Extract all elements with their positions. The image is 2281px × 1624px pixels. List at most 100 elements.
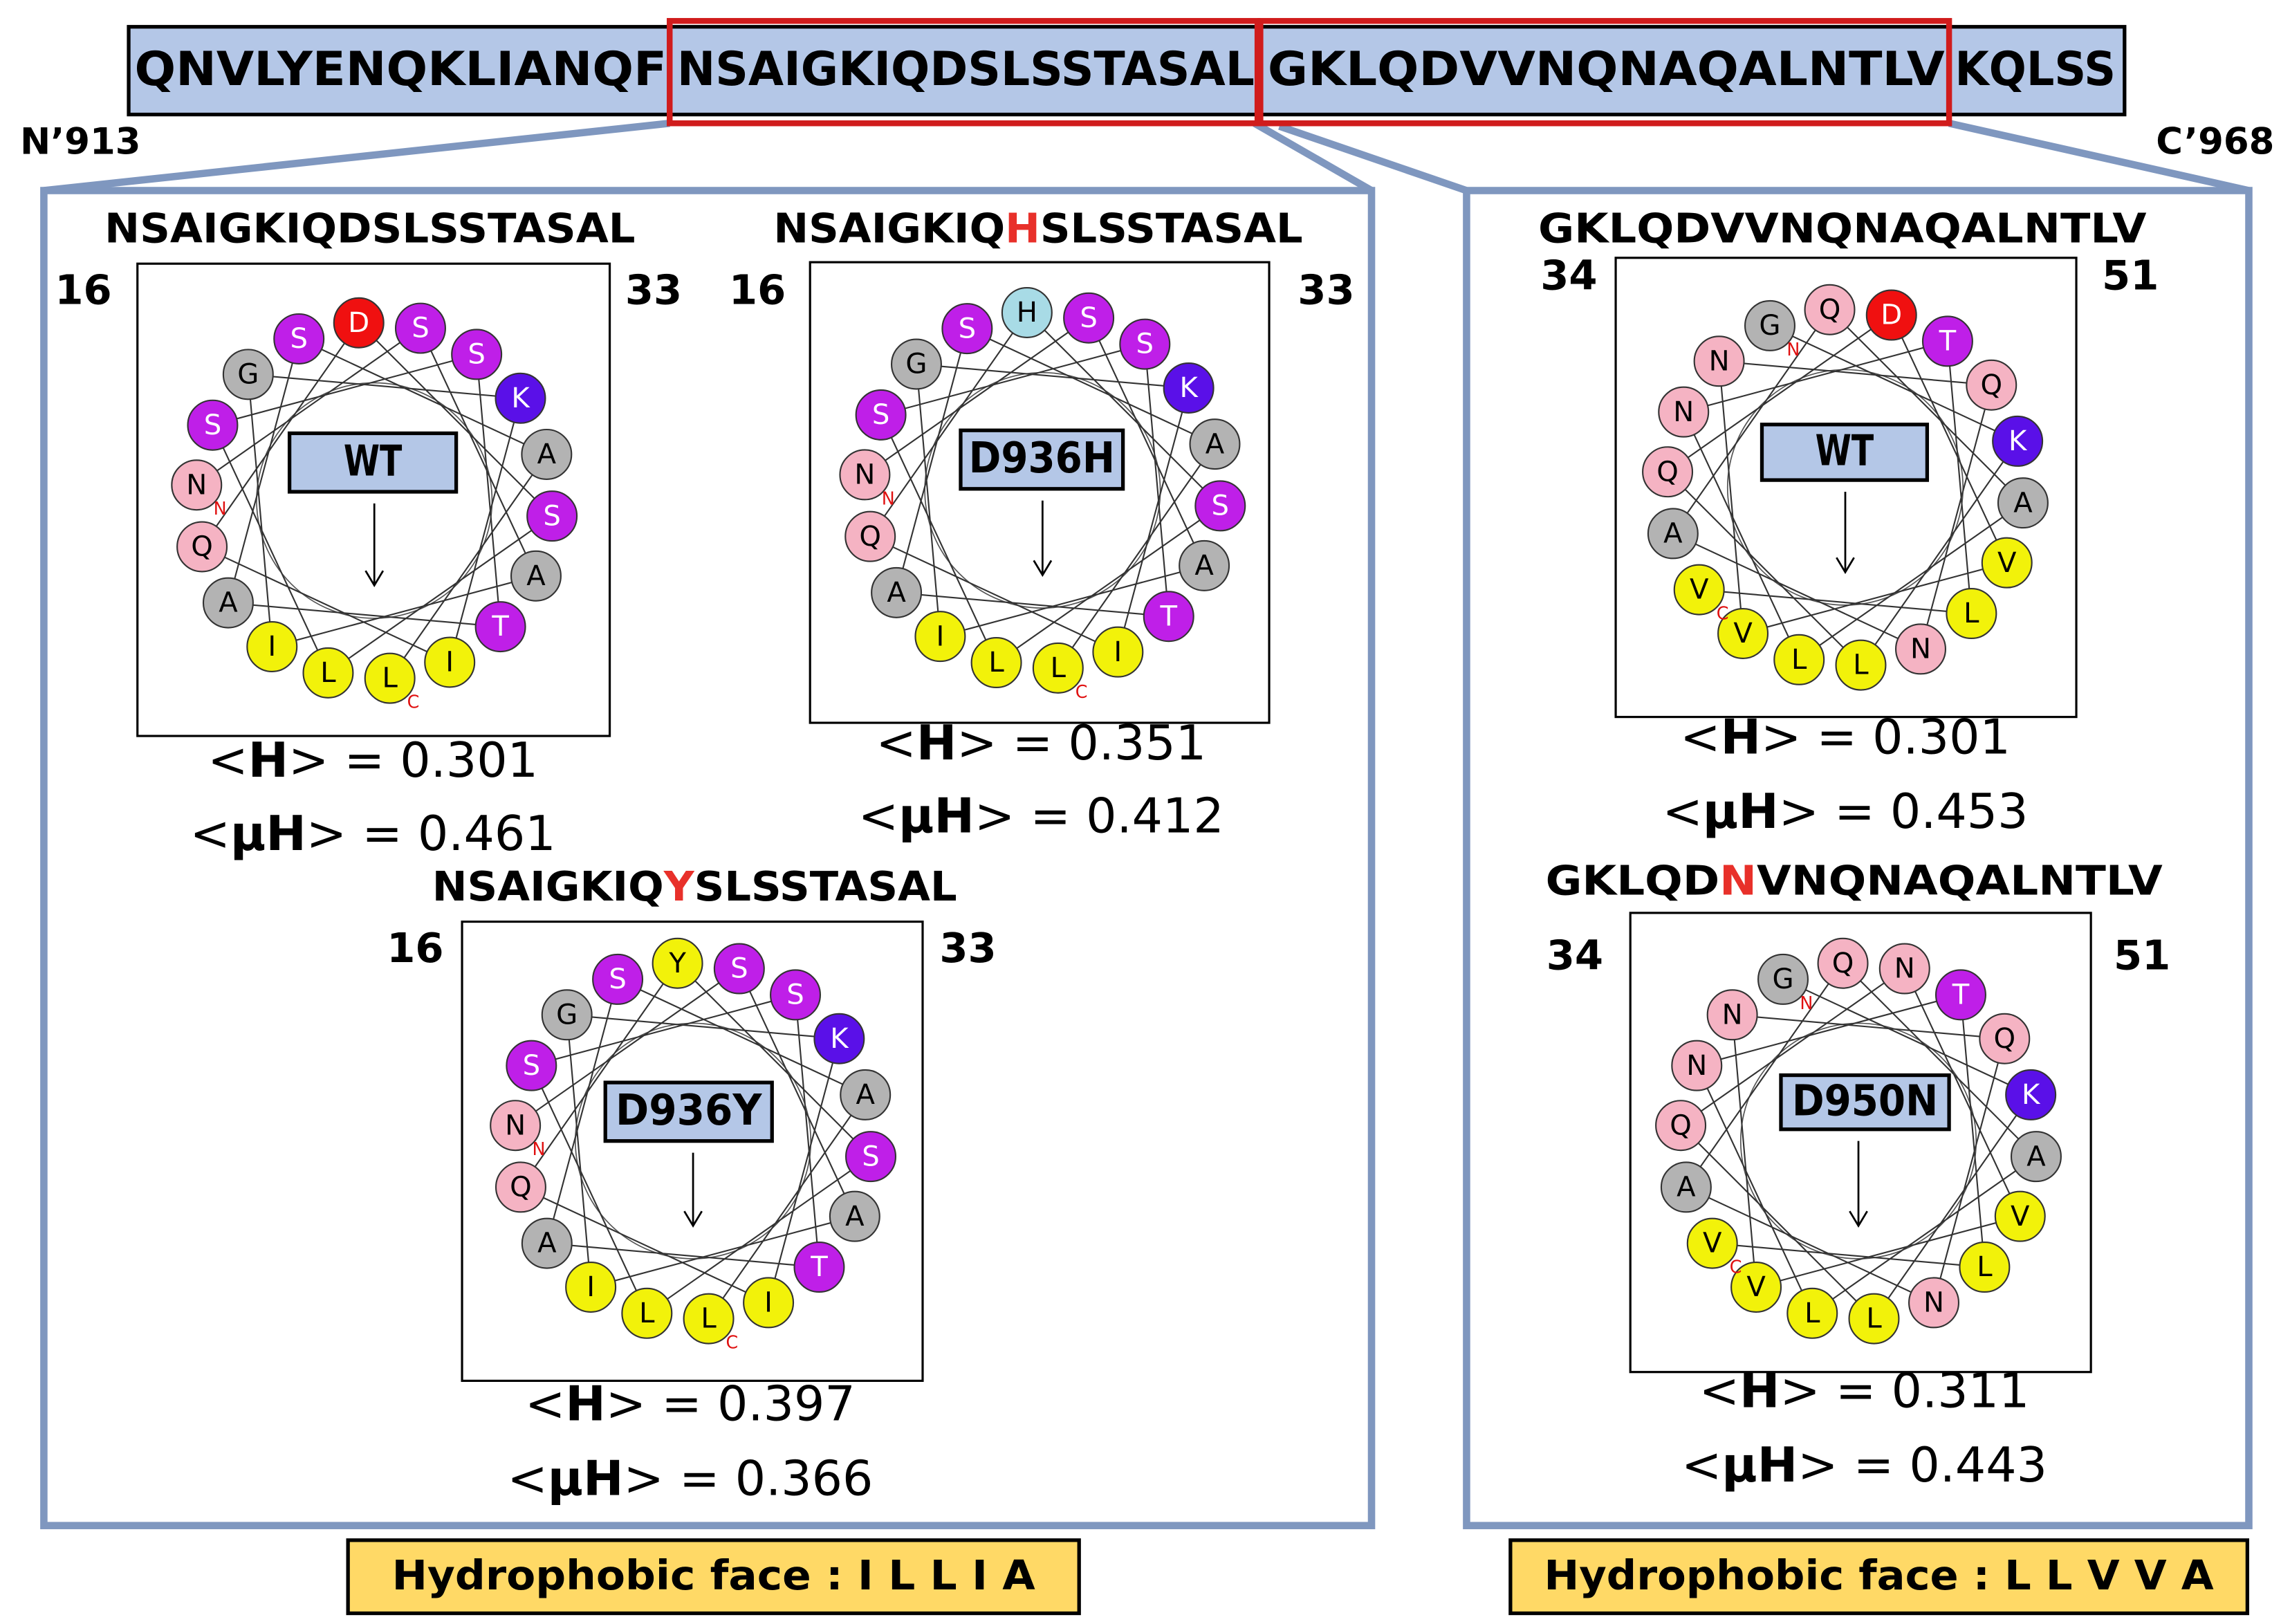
residue-label: K <box>2008 425 2028 457</box>
residue-circle <box>1647 508 1699 560</box>
moment-arrow-head <box>1849 1210 1868 1228</box>
metric-piece: μH <box>548 1450 624 1506</box>
residue-circle <box>1163 362 1215 414</box>
residue-label: L <box>1964 598 1979 629</box>
residue-label: S <box>1136 329 1154 360</box>
metric-piece: > = 0.366 <box>623 1450 873 1506</box>
residue-label: N <box>1910 634 1931 665</box>
title-piece: SLSSTASAL <box>1040 205 1303 252</box>
residue-label: L <box>1853 649 1869 681</box>
residue-label: L <box>701 1303 717 1335</box>
moment-arrow-head <box>364 570 385 587</box>
c-terminus-label: C’968 <box>2156 120 2274 163</box>
variant-label-box <box>1760 423 1930 482</box>
residue-circle <box>1921 315 1973 367</box>
residue-circle <box>1179 539 1230 591</box>
residue-label: L <box>320 657 336 689</box>
title-piece: SLSSTASAL <box>694 862 957 910</box>
residue-label: L <box>382 663 398 694</box>
title-piece: N <box>1719 857 1757 905</box>
residue-circle <box>1835 639 1887 691</box>
residue-label: N <box>854 459 875 491</box>
residue-label: T <box>1159 600 1177 632</box>
residue-circle <box>1992 415 2044 467</box>
residue-label: S <box>468 339 486 371</box>
terminus-marker: C <box>407 692 420 712</box>
panel-sequence-title: GKLQD N VNQNAQALNTLV <box>1546 857 2163 905</box>
residue-label: S <box>204 409 222 441</box>
residue-label: A <box>1194 550 1214 582</box>
wheel-inner-ring <box>1739 1022 1977 1259</box>
residue-circle <box>1686 1217 1738 1269</box>
residue-circle <box>683 1293 735 1345</box>
wheel-box <box>809 261 1271 724</box>
metric-piece: < <box>1681 1437 1721 1493</box>
residue-label: Y <box>668 948 686 979</box>
residue-label: S <box>862 1141 879 1172</box>
variant-label: D936Y <box>616 1086 762 1135</box>
residue-circle <box>1817 937 1869 989</box>
residue-label: A <box>1663 518 1683 550</box>
metric-piece: > = 0.412 <box>975 788 1224 845</box>
wheel-backbone <box>1666 308 2024 667</box>
residue-label: A <box>219 587 238 619</box>
footer-text: Hydrophobic face : L L V V A <box>1544 1551 2213 1599</box>
residue-label: S <box>543 500 561 532</box>
residue-circle <box>526 490 578 542</box>
terminus-marker: N <box>214 498 227 519</box>
residue-label: G <box>1772 963 1793 995</box>
residue-label: D <box>1881 299 1902 331</box>
panel-sequence-title: GKLQDVVNQNAQALNTLV <box>1538 205 2147 252</box>
metric-piece: > = 0.301 <box>288 732 538 788</box>
residue-circle <box>1848 1293 1900 1345</box>
residue-circle <box>474 601 526 653</box>
residue-circle <box>1119 318 1171 370</box>
residue-label: Q <box>191 531 213 563</box>
residue-circle <box>941 303 993 355</box>
residue-circle <box>510 550 562 602</box>
hydrophobic-moment: <μH> = 0.443 <box>1681 1437 2047 1493</box>
residue-label: V <box>2011 1201 2030 1233</box>
start-position: 34 <box>1546 932 1603 979</box>
metric-piece: H <box>565 1376 605 1432</box>
residue-circle <box>1717 607 1769 659</box>
title-piece: Y <box>663 862 695 910</box>
residue-circle <box>1658 386 1710 438</box>
residue-circle <box>840 1069 892 1120</box>
variant-label-box <box>287 431 459 494</box>
metric-piece: < <box>858 788 898 845</box>
hydrophobic-moment: <μH> = 0.412 <box>858 788 1224 845</box>
variant-label: D936H <box>969 434 1115 483</box>
title-piece: GKLQD <box>1546 857 1720 905</box>
terminus-marker: N <box>1800 993 1813 1013</box>
title-piece: VNQNAQALNTLV <box>1757 857 2163 905</box>
title-piece: NSAIGKIQDSLSSTASAL <box>104 205 635 252</box>
residue-circle <box>1660 1161 1712 1213</box>
residue-circle <box>1143 591 1194 643</box>
residue-circle <box>1757 953 1809 1005</box>
residue-label: I <box>268 631 276 663</box>
footer-box <box>346 1538 1081 1616</box>
residue-circle <box>1908 1277 1960 1329</box>
residue-circle <box>202 577 254 629</box>
residue-label: K <box>830 1023 849 1055</box>
wheel-inner-ring <box>575 1022 812 1259</box>
residue-circle <box>914 611 966 663</box>
terminus-marker: C <box>1730 1257 1742 1277</box>
residue-label: T <box>1952 979 1970 1011</box>
connector <box>1253 120 1374 194</box>
residue-circle <box>1959 1242 2011 1293</box>
metric-piece: > = 0.461 <box>306 806 556 862</box>
residue-label: V <box>1997 547 2017 579</box>
residue-label: K <box>1179 372 1199 404</box>
panel-frame <box>40 187 1376 1529</box>
sequence-bar <box>127 25 2127 117</box>
start-position: 34 <box>1540 251 1597 299</box>
residue-circle <box>1671 1040 1723 1091</box>
residue-circle <box>1804 284 1856 335</box>
residue-circle <box>1946 588 1997 640</box>
residue-circle <box>652 937 703 989</box>
